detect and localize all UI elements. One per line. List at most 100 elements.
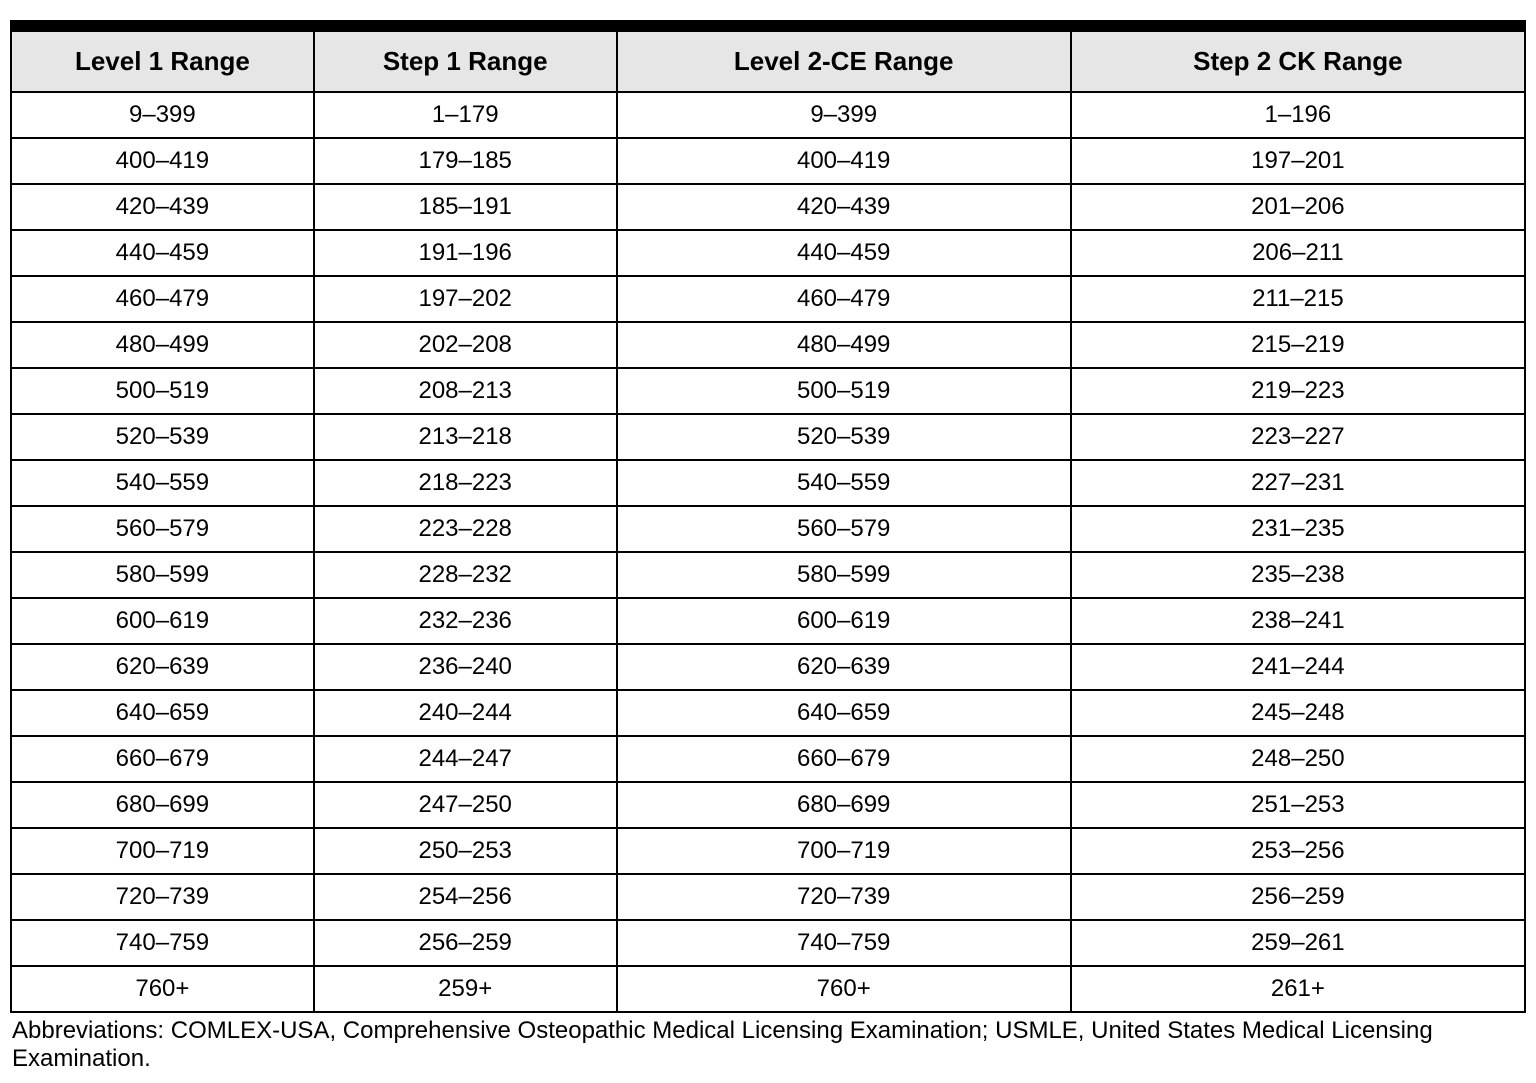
table-cell: 740–759 [11,920,314,966]
table-cell: 261+ [1071,966,1525,1012]
table-cell: 179–185 [314,138,617,184]
table-cell: 540–559 [11,460,314,506]
table-cell: 247–250 [314,782,617,828]
table-cell: 560–579 [11,506,314,552]
table-row: 640–659240–244640–659245–248 [11,690,1525,736]
table-cell: 640–659 [617,690,1071,736]
table-cell: 240–244 [314,690,617,736]
table-cell: 244–247 [314,736,617,782]
table-cell: 700–719 [617,828,1071,874]
table-cell: 520–539 [11,414,314,460]
table-cell: 1–196 [1071,92,1525,138]
table-body: 9–3991–1799–3991–196400–419179–185400–41… [11,92,1525,1012]
table-cell: 197–202 [314,276,617,322]
table-cell: 259–261 [1071,920,1525,966]
table-cell: 600–619 [617,598,1071,644]
table-cell: 218–223 [314,460,617,506]
table-row: 520–539213–218520–539223–227 [11,414,1525,460]
table-cell: 185–191 [314,184,617,230]
table-cell: 460–479 [617,276,1071,322]
table-row: 660–679244–247660–679248–250 [11,736,1525,782]
table-cell: 236–240 [314,644,617,690]
table-row: 480–499202–208480–499215–219 [11,322,1525,368]
table-row: 700–719250–253700–719253–256 [11,828,1525,874]
table-row: 440–459191–196440–459206–211 [11,230,1525,276]
table-row: 420–439185–191420–439201–206 [11,184,1525,230]
table-cell: 256–259 [1071,874,1525,920]
table-cell: 227–231 [1071,460,1525,506]
table-cell: 219–223 [1071,368,1525,414]
table-cell: 700–719 [11,828,314,874]
table-cell: 520–539 [617,414,1071,460]
table-cell: 660–679 [11,736,314,782]
table-cell: 720–739 [11,874,314,920]
table-cell: 245–248 [1071,690,1525,736]
table-cell: 201–206 [1071,184,1525,230]
table-cell: 400–419 [11,138,314,184]
column-header: Step 2 CK Range [1071,31,1525,92]
table-row: 620–639236–240620–639241–244 [11,644,1525,690]
table-container: Level 1 RangeStep 1 RangeLevel 2-CE Rang… [0,0,1536,1083]
table-cell: 620–639 [11,644,314,690]
table-cell: 235–238 [1071,552,1525,598]
table-cell: 231–235 [1071,506,1525,552]
table-row: 720–739254–256720–739256–259 [11,874,1525,920]
table-cell: 440–459 [11,230,314,276]
table-row: 460–479197–202460–479211–215 [11,276,1525,322]
table-cell: 223–228 [314,506,617,552]
table-row: 580–599228–232580–599235–238 [11,552,1525,598]
table-row: 680–699247–250680–699251–253 [11,782,1525,828]
table-cell: 420–439 [617,184,1071,230]
score-range-table: Level 1 RangeStep 1 RangeLevel 2-CE Rang… [10,30,1526,1013]
table-cell: 480–499 [11,322,314,368]
table-row: 500–519208–213500–519219–223 [11,368,1525,414]
table-cell: 420–439 [11,184,314,230]
table-cell: 760+ [617,966,1071,1012]
table-cell: 500–519 [617,368,1071,414]
table-cell: 580–599 [11,552,314,598]
table-cell: 248–250 [1071,736,1525,782]
table-cell: 480–499 [617,322,1071,368]
table-cell: 223–227 [1071,414,1525,460]
table-cell: 680–699 [617,782,1071,828]
table-cell: 191–196 [314,230,617,276]
table-cell: 680–699 [11,782,314,828]
table-cell: 560–579 [617,506,1071,552]
table-cell: 620–639 [617,644,1071,690]
table-cell: 197–201 [1071,138,1525,184]
table-cell: 238–241 [1071,598,1525,644]
table-cell: 760+ [11,966,314,1012]
column-header: Step 1 Range [314,31,617,92]
table-cell: 440–459 [617,230,1071,276]
table-row: 760+259+760+261+ [11,966,1525,1012]
table-cell: 228–232 [314,552,617,598]
table-cell: 253–256 [1071,828,1525,874]
table-cell: 215–219 [1071,322,1525,368]
table-row: 540–559218–223540–559227–231 [11,460,1525,506]
table-footnote: Abbreviations: COMLEX-USA, Comprehensive… [10,1013,1526,1073]
table-cell: 208–213 [314,368,617,414]
table-cell: 202–208 [314,322,617,368]
table-cell: 460–479 [11,276,314,322]
table-cell: 9–399 [11,92,314,138]
table-cell: 259+ [314,966,617,1012]
table-cell: 640–659 [11,690,314,736]
table-cell: 540–559 [617,460,1071,506]
table-cell: 400–419 [617,138,1071,184]
table-cell: 211–215 [1071,276,1525,322]
table-top-bar [10,20,1526,30]
table-cell: 9–399 [617,92,1071,138]
table-row: 9–3991–1799–3991–196 [11,92,1525,138]
table-header-row: Level 1 RangeStep 1 RangeLevel 2-CE Rang… [11,31,1525,92]
column-header: Level 1 Range [11,31,314,92]
table-cell: 720–739 [617,874,1071,920]
table-row: 740–759256–259740–759259–261 [11,920,1525,966]
table-cell: 600–619 [11,598,314,644]
table-cell: 251–253 [1071,782,1525,828]
table-cell: 256–259 [314,920,617,966]
table-cell: 250–253 [314,828,617,874]
table-row: 560–579223–228560–579231–235 [11,506,1525,552]
table-cell: 241–244 [1071,644,1525,690]
table-row: 400–419179–185400–419197–201 [11,138,1525,184]
table-cell: 232–236 [314,598,617,644]
